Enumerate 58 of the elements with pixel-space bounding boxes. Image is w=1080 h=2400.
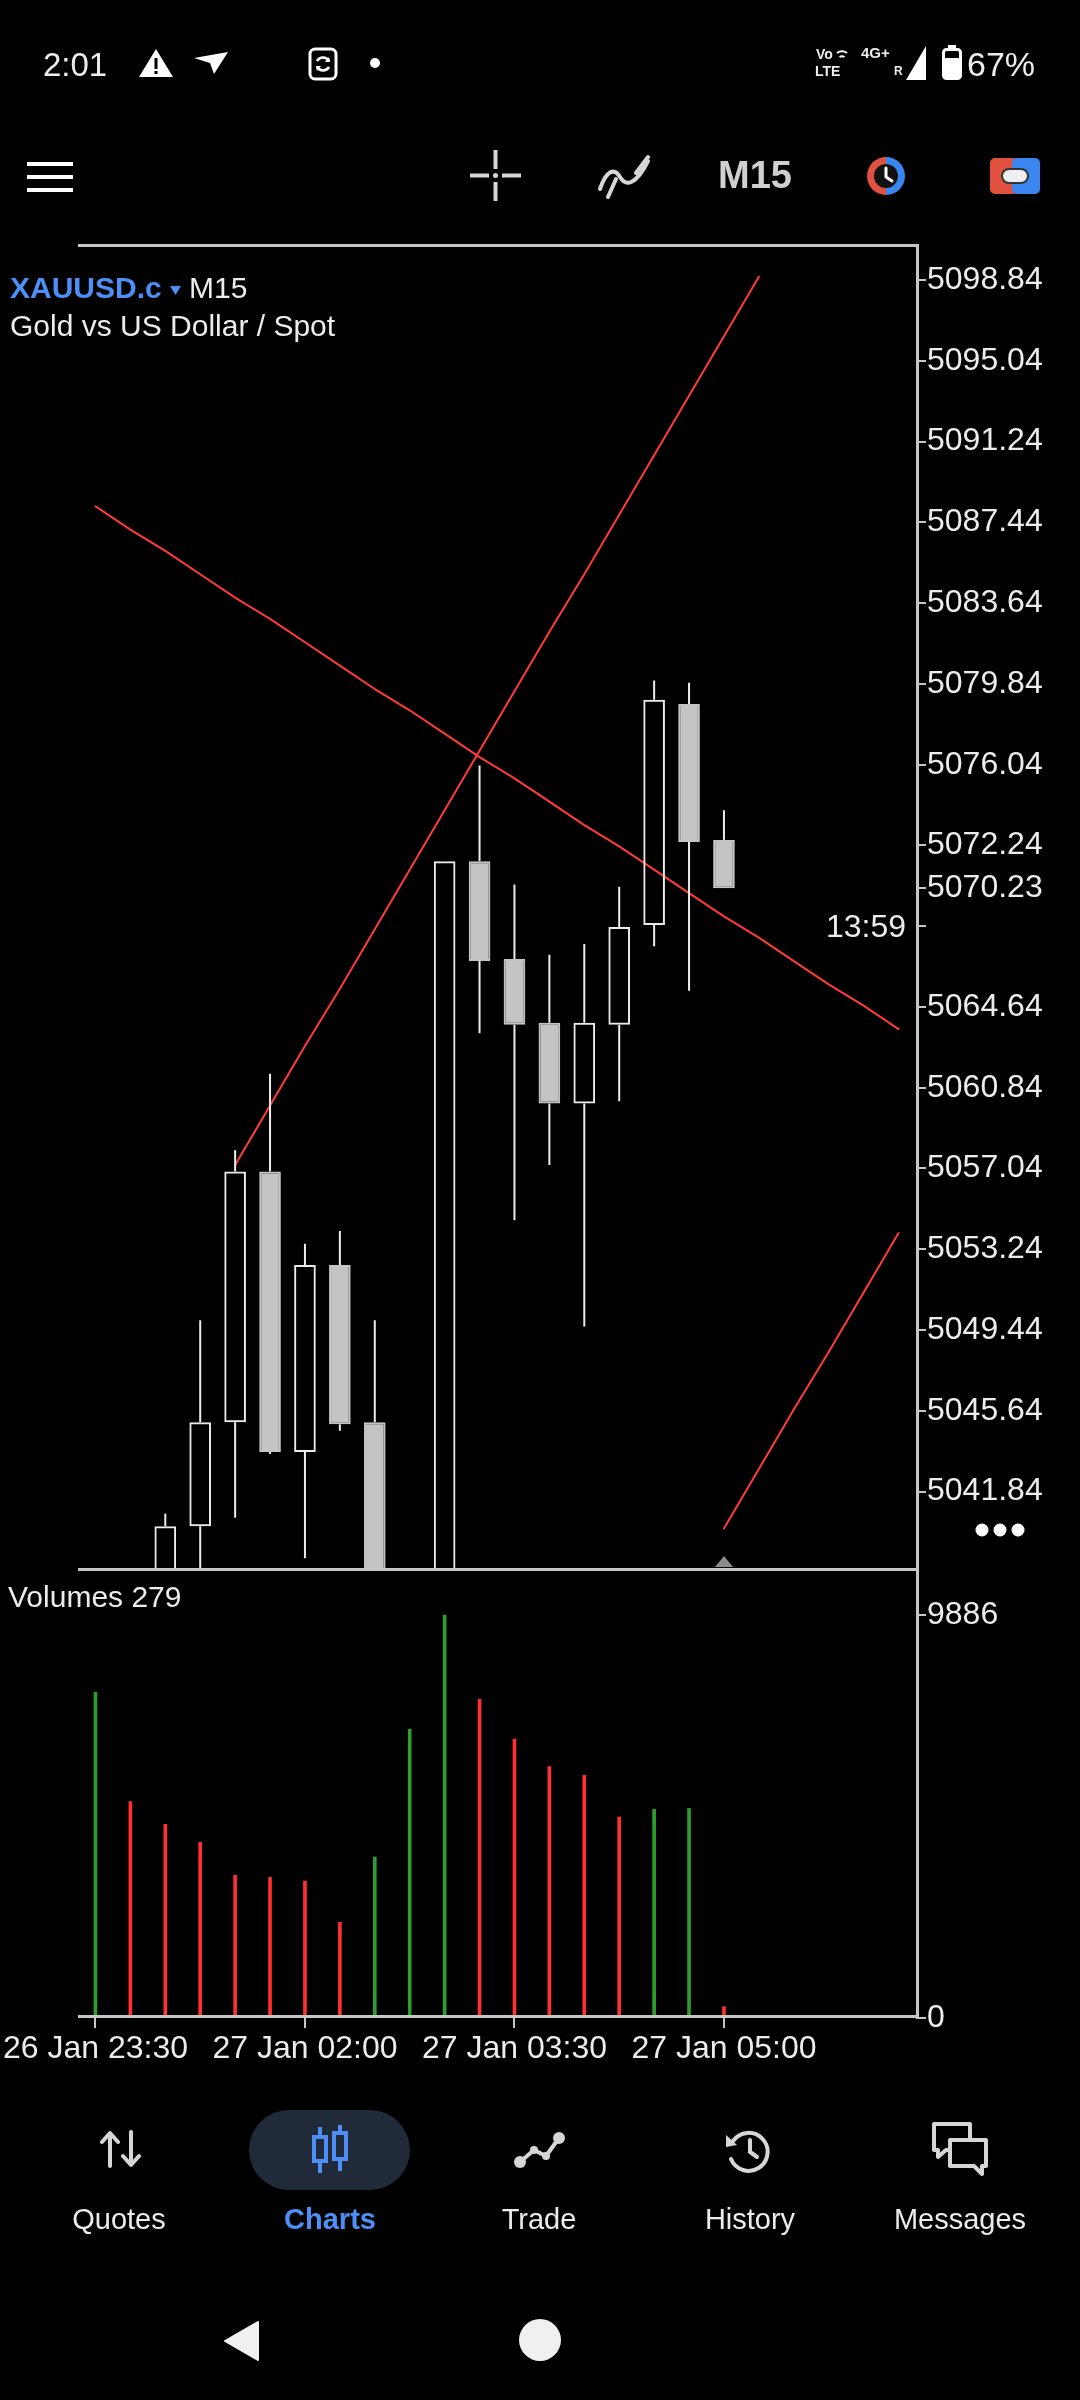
y-tick-label: 9886 bbox=[927, 1594, 999, 1631]
text: Quotes bbox=[72, 2202, 166, 2235]
x-tick-label: 27 Jan 02:00 bbox=[212, 2029, 398, 2066]
text: XAUUSD.c M15 bbox=[10, 271, 248, 305]
bar bbox=[687, 1808, 691, 2018]
y-tick-label: 5091.24 bbox=[927, 421, 1043, 458]
text: M15 bbox=[718, 153, 792, 196]
text: History bbox=[704, 2202, 796, 2235]
y-tick-label: 5060.84 bbox=[927, 1067, 1043, 1104]
y-tick-label: 5072.24 bbox=[927, 825, 1043, 862]
y-tick-label: 5083.64 bbox=[927, 583, 1043, 620]
y-tick-label: 5070.23 bbox=[927, 868, 1043, 904]
bar bbox=[617, 1816, 622, 2018]
y-tick-label: 5098.84 bbox=[927, 259, 1043, 296]
text: Trade bbox=[501, 2202, 577, 2235]
y-tick-label: 5087.44 bbox=[927, 502, 1043, 539]
y-tick-label: 5095.04 bbox=[927, 340, 1043, 377]
annotation: 13:59 bbox=[825, 908, 906, 945]
bar bbox=[338, 1921, 342, 2018]
bar bbox=[652, 1808, 656, 2018]
candlestick bbox=[713, 809, 735, 889]
text: Gold vs US Dollar / Spot bbox=[10, 309, 336, 343]
text: 4G+ bbox=[861, 43, 890, 61]
text: Charts bbox=[284, 2202, 376, 2235]
bar bbox=[722, 2006, 726, 2018]
bar bbox=[268, 1877, 272, 2018]
bar bbox=[233, 1875, 237, 2018]
text: Messages bbox=[893, 2202, 1027, 2235]
bar bbox=[372, 1856, 377, 2018]
x-tick-label: 27 Jan 03:30 bbox=[421, 2029, 607, 2066]
y-tick-label: 5076.04 bbox=[927, 744, 1043, 781]
text: 67% bbox=[967, 45, 1036, 84]
y-tick-label: 5053.24 bbox=[927, 1229, 1043, 1266]
candlestick bbox=[329, 1229, 351, 1432]
bar bbox=[407, 1729, 412, 2018]
bar bbox=[582, 1775, 587, 2018]
y-tick-label: 5057.04 bbox=[927, 1148, 1043, 1185]
bar bbox=[163, 1824, 168, 2018]
text: LTE bbox=[815, 62, 841, 79]
y-tick-label: 5049.44 bbox=[927, 1309, 1043, 1346]
candlestick bbox=[678, 681, 700, 992]
y-tick-label: 0 bbox=[927, 1997, 945, 2034]
bar bbox=[303, 1880, 307, 2018]
y-tick-label: 5041.84 bbox=[927, 1471, 1043, 1508]
y-tick-label: 5079.84 bbox=[927, 663, 1043, 700]
chart-title: Volumes 279 bbox=[8, 1580, 182, 1614]
x-tick-label: 27 Jan 05:00 bbox=[631, 2029, 817, 2066]
candlestick bbox=[468, 764, 491, 1035]
candlestick bbox=[259, 1072, 281, 1456]
candlestick bbox=[538, 953, 561, 1167]
text: R bbox=[894, 64, 903, 79]
text: 2:01 bbox=[43, 46, 108, 84]
y-tick-label: 5045.64 bbox=[927, 1390, 1043, 1427]
y-tick-label: 5064.64 bbox=[927, 986, 1043, 1023]
text: Vo bbox=[816, 46, 833, 63]
candlestick bbox=[503, 883, 526, 1222]
x-tick-label: 26 Jan 23:30 bbox=[2, 2029, 188, 2066]
bar bbox=[198, 1841, 203, 2018]
